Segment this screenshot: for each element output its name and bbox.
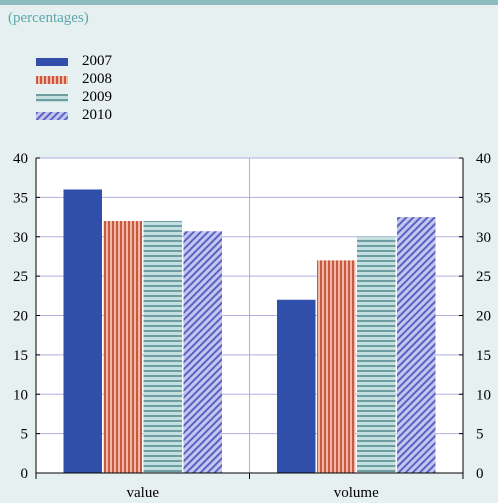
y-tick-label-right: 20 [476, 309, 491, 325]
bar-2009-volume [357, 236, 396, 473]
bar-2008-volume [317, 260, 356, 473]
x-tick-label: volume [334, 485, 379, 501]
y-tick-label-right: 0 [476, 466, 484, 482]
legend-swatch [36, 58, 68, 66]
y-tick-label-left: 25 [13, 269, 28, 285]
y-tick-label-left: 20 [13, 309, 28, 325]
y-tick-label-left: 15 [13, 348, 28, 364]
legend-swatch [36, 112, 68, 120]
x-tick-label: value [127, 485, 160, 501]
header-accent-bar [0, 0, 498, 5]
y-tick-label-right: 35 [476, 190, 491, 206]
legend-swatch [36, 76, 68, 84]
chart-subtitle: (percentages) [8, 10, 89, 26]
bar-2007-volume [277, 299, 316, 473]
y-tick-label-right: 25 [476, 269, 491, 285]
legend-label: 2008 [82, 71, 112, 87]
bar-2008-value [103, 221, 142, 473]
y-tick-label-left: 5 [21, 427, 29, 443]
bar-2010-volume [397, 217, 436, 473]
y-tick-label-right: 30 [476, 230, 491, 246]
legend-label: 2010 [82, 107, 112, 123]
y-tick-label-left: 10 [13, 387, 28, 403]
y-tick-label-left: 35 [13, 190, 28, 206]
y-tick-label-left: 0 [21, 466, 29, 482]
y-tick-label-right: 5 [476, 427, 484, 443]
legend-swatch [36, 94, 68, 102]
y-tick-label-right: 15 [476, 348, 491, 364]
y-tick-label-right: 10 [476, 387, 491, 403]
y-tick-label-left: 30 [13, 230, 28, 246]
y-tick-label-left: 40 [13, 151, 28, 167]
legend-label: 2007 [82, 53, 112, 69]
bar-2010-value [183, 231, 222, 473]
bar-2007-value [63, 189, 102, 473]
y-tick-label-right: 40 [476, 151, 491, 167]
legend-label: 2009 [82, 89, 112, 105]
bar-2009-value [143, 221, 182, 473]
